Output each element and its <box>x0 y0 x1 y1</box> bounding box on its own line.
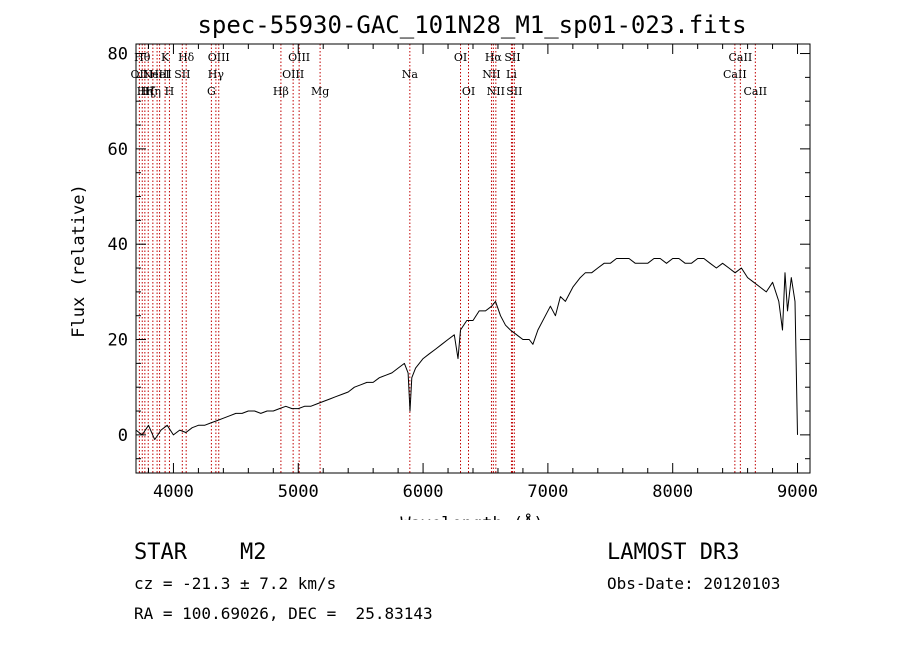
line-label: SII <box>174 68 190 81</box>
line-label: OIII <box>288 51 310 64</box>
plot-frame <box>135 43 811 474</box>
line-label: CaII <box>723 68 747 81</box>
line-label: SII <box>506 85 522 98</box>
line-label: Li <box>506 68 517 81</box>
line-label: Na <box>402 68 419 81</box>
line-label: Mg <box>311 85 329 98</box>
line-label: Hα <box>485 51 503 64</box>
spectrum-line <box>135 258 798 441</box>
line-label: NeIII <box>143 68 172 81</box>
redshift-value: cz = -21.3 ± 7.2 km/s <box>134 574 337 593</box>
chart-title: spec-55930-GAC_101N28_M1_sp01-023.fits <box>197 11 746 39</box>
line-label: CaII <box>729 51 753 64</box>
x-axis-label: Wavelength (Å) <box>400 512 543 520</box>
object-subclass: M2 <box>240 540 267 565</box>
line-label: OII <box>131 68 149 81</box>
x-tick-label: 4000 <box>153 482 194 502</box>
line-label: Hδ <box>178 51 195 64</box>
line-label: Hζ <box>140 85 156 98</box>
line-label: Hγ <box>208 68 225 81</box>
y-tick-label: 20 <box>108 331 128 351</box>
coordinates: RA = 100.69026, DEC = 25.83143 <box>134 604 433 623</box>
observation-date: Obs-Date: 20120103 <box>607 574 781 593</box>
x-tick-label: 5000 <box>278 482 319 502</box>
line-label: NII <box>482 68 500 81</box>
line-label: OIII <box>208 51 230 64</box>
line-label: K <box>161 51 170 64</box>
x-tick-label: 9000 <box>777 482 818 502</box>
line-label: Hβ <box>273 85 289 98</box>
line-label: OI <box>462 85 475 98</box>
x-tick-label: 7000 <box>527 482 568 502</box>
line-label: G <box>207 85 216 98</box>
spectral-line-markers <box>138 44 756 473</box>
y-tick-label: 60 <box>108 140 128 160</box>
spectrum-chart: spec-55930-GAC_101N28_M1_sp01-023.fits O… <box>69 11 818 520</box>
y-axis-ticks: 0 20 40 60 80 <box>108 45 810 460</box>
y-axis-label: Flux (relative) <box>69 184 89 338</box>
y-tick-label: 80 <box>108 45 128 65</box>
line-label: SII <box>504 51 520 64</box>
line-label: OI <box>454 51 467 64</box>
line-label: H <box>165 85 175 98</box>
x-tick-label: 6000 <box>403 482 444 502</box>
line-label: CaII <box>743 85 767 98</box>
plot-series <box>135 258 798 441</box>
y-tick-label: 40 <box>108 235 128 255</box>
object-class: STAR <box>134 540 187 565</box>
line-label: Hη <box>145 85 161 98</box>
line-label: HeI <box>149 68 169 81</box>
survey-name: LAMOST DR3 <box>607 540 740 565</box>
line-label: Hη <box>137 85 153 98</box>
x-axis-ticks: 4000 5000 6000 7000 8000 9000 <box>147 44 818 502</box>
y-tick-label: 0 <box>118 426 128 446</box>
line-label: OIII <box>282 68 304 81</box>
x-tick-label: 8000 <box>652 482 693 502</box>
line-label: Hθ <box>134 51 151 64</box>
line-label: NII <box>487 85 505 98</box>
